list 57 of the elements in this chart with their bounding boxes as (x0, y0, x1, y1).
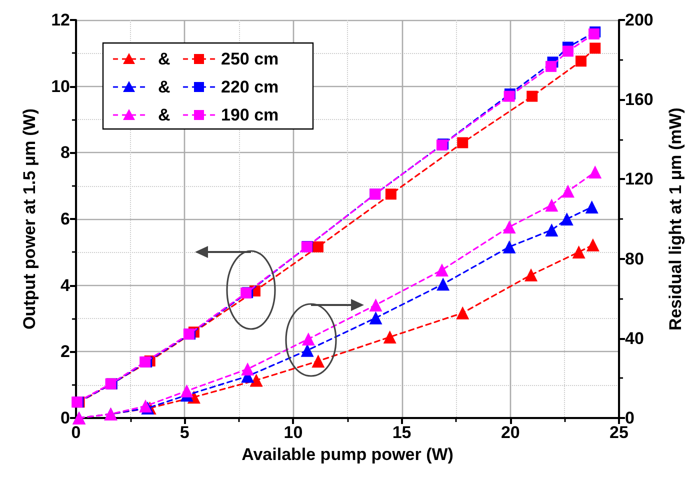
point (545, 198, 558, 212)
point (383, 330, 396, 344)
point (502, 220, 516, 234)
x-tick-label: 5 (180, 423, 190, 442)
y-tick-label: 6 (60, 210, 70, 228)
point (560, 212, 574, 226)
y-tick-label: 12 (51, 10, 70, 30)
y2-tick-label: 120 (625, 170, 654, 189)
point (561, 184, 574, 198)
x-tick-label: 20 (500, 423, 520, 442)
legend-label: 190 cm (221, 106, 279, 124)
x-tick-label: 15 (392, 423, 412, 442)
point (250, 374, 263, 387)
point (180, 384, 194, 398)
point (526, 90, 538, 102)
point (385, 188, 396, 200)
y-tick-label: 8 (60, 143, 70, 162)
point (457, 137, 468, 148)
point (369, 311, 382, 324)
point (524, 268, 538, 282)
y2-tick-label: 80 (625, 249, 644, 268)
legend-label: 250 cm (221, 50, 279, 68)
point (590, 42, 601, 54)
x-axis-title: Available pump power (W) (242, 444, 454, 464)
point (435, 263, 448, 276)
point (546, 60, 557, 72)
legend-label: 220 cm (221, 78, 279, 96)
legend-label: & (158, 50, 170, 68)
y-tick-label: 2 (60, 342, 70, 362)
point (585, 200, 598, 214)
point (562, 46, 574, 57)
y2-tick-label: 200 (625, 10, 654, 30)
point (436, 278, 450, 291)
point (586, 238, 600, 252)
y2-tick-label: 40 (625, 328, 644, 348)
legend-label: & (158, 106, 170, 124)
point (456, 306, 470, 320)
point (369, 298, 382, 312)
point (312, 354, 325, 368)
point (588, 166, 602, 179)
point (302, 332, 315, 346)
y-tick-label: 10 (51, 76, 70, 96)
point (502, 240, 516, 254)
point (312, 241, 324, 252)
point (504, 90, 515, 102)
y-tick-label: 4 (60, 276, 71, 295)
y-tick-label: 0 (60, 408, 70, 428)
y2-tick-label: 160 (625, 90, 654, 110)
point (241, 362, 254, 376)
legend-label: & (158, 78, 170, 96)
point (300, 344, 314, 357)
point (572, 246, 586, 259)
y-axis-title: Output power at 1.5 μm (W) (20, 108, 39, 330)
x-tick-label: 10 (284, 423, 303, 442)
point (545, 223, 558, 236)
y2-axis-title: Residual light at 1 μm (mW) (666, 108, 685, 330)
point (575, 56, 586, 67)
